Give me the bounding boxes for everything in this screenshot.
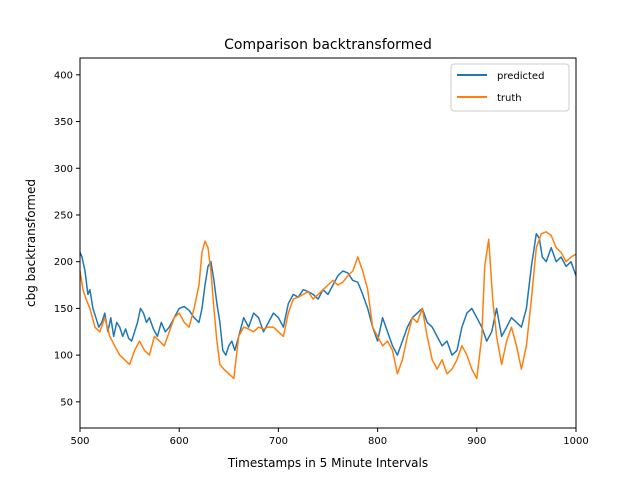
x-tick-label: 600: [170, 436, 189, 447]
series-line-predicted: [79, 232, 577, 356]
y-tick-label: 100: [54, 351, 73, 362]
legend-label-predicted: predicted: [497, 71, 544, 82]
chart-title: Comparison backtransformed: [224, 37, 432, 53]
legend-label-truth: truth: [497, 93, 522, 104]
x-axis-label: Timestamps in 5 Minute Intervals: [227, 456, 428, 470]
y-axis-ticks: 50 100 150 200 250 300 350 400: [54, 70, 80, 408]
y-tick-label: 200: [54, 257, 73, 268]
y-tick-label: 250: [54, 210, 73, 221]
x-tick-label: 700: [269, 436, 288, 447]
x-tick-label: 800: [368, 436, 387, 447]
y-axis-label: cbg backtransformed: [24, 179, 38, 307]
x-tick-label: 900: [467, 436, 486, 447]
y-tick-label: 300: [54, 164, 73, 175]
plot-lines: [79, 231, 577, 380]
y-tick-label: 350: [54, 117, 73, 128]
y-tick-label: 50: [60, 397, 73, 408]
series-line-truth: [79, 231, 577, 380]
x-tick-label: 500: [70, 436, 89, 447]
y-tick-label: 400: [54, 70, 73, 81]
x-axis-ticks: 500 600 700 800 900 1000: [70, 428, 589, 447]
legend: predicted truth: [450, 63, 570, 112]
y-tick-label: 150: [54, 304, 73, 315]
x-tick-label: 1000: [563, 436, 588, 447]
plot-frame: [79, 57, 577, 429]
